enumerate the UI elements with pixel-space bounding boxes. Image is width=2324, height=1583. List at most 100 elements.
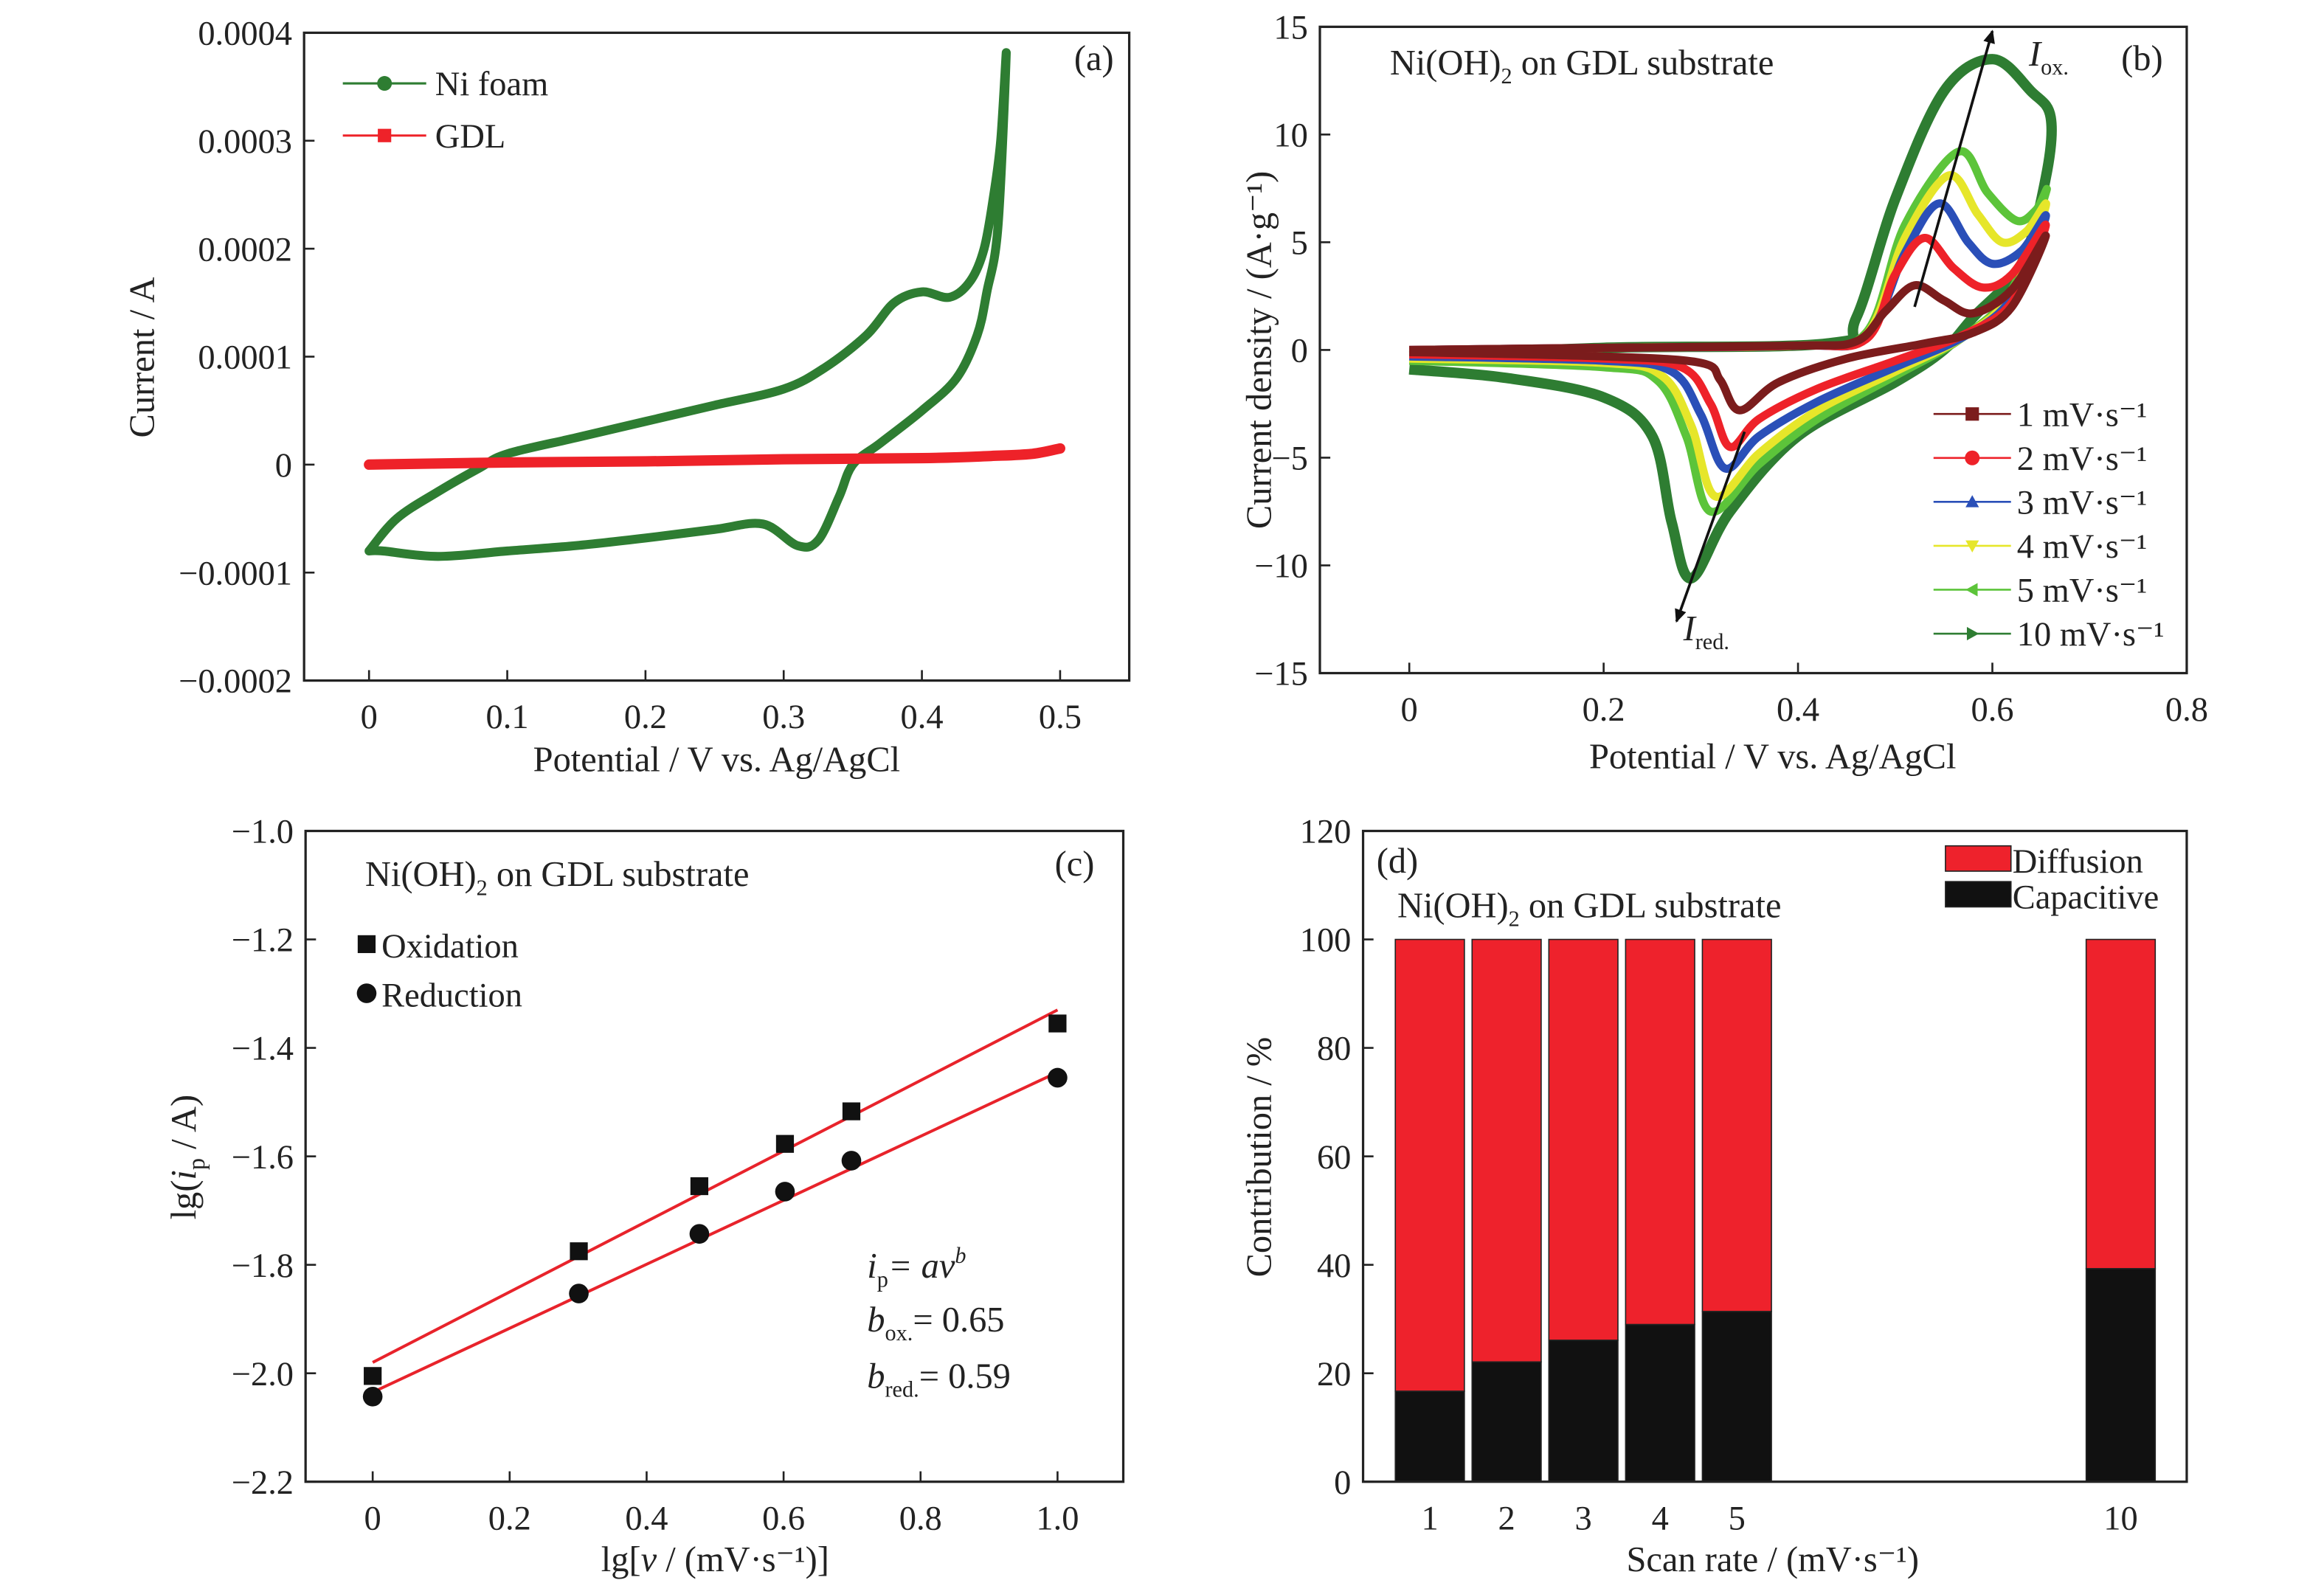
title-c: Ni(OH)2 on GDL substrate bbox=[365, 855, 750, 900]
legend-label: 2 mV·s⁻¹ bbox=[2017, 440, 2147, 478]
y-tick-label: −10 bbox=[1254, 548, 1308, 586]
legend-label: 3 mV·s⁻¹ bbox=[2017, 484, 2147, 522]
y-tick-label: 80 bbox=[1317, 1030, 1351, 1068]
x-tick-label: 0 bbox=[364, 1500, 381, 1537]
bar-diffusion-4 bbox=[1625, 938, 1695, 1326]
data-point-oxidation bbox=[775, 1135, 795, 1153]
oxidation-arrow bbox=[1913, 30, 1995, 308]
b-ox-value: box.= 0.65 bbox=[867, 1300, 1004, 1345]
curves bbox=[364, 48, 1065, 561]
x-tick-label: 1.0 bbox=[1036, 1500, 1079, 1537]
y-tick-label: 15 bbox=[1273, 9, 1307, 46]
y-tick-label: 60 bbox=[1317, 1139, 1351, 1177]
title-d: Ni(OH)2 on GDL substrate bbox=[1397, 887, 1782, 932]
legend-label: Oxidation bbox=[381, 928, 519, 966]
bar-capacitive-3 bbox=[1548, 1340, 1619, 1483]
y-tick-label: −1.8 bbox=[232, 1247, 294, 1285]
x-tick-label: 0 bbox=[361, 699, 378, 736]
data-point-reduction bbox=[775, 1182, 795, 1202]
y-tick-label: −0.0002 bbox=[179, 663, 292, 701]
series-line-1 bbox=[1409, 232, 2050, 415]
y-tick-label: 0 bbox=[1291, 333, 1308, 370]
legend-marker-triangle-left bbox=[1965, 583, 1978, 597]
y-tick-label: 10 bbox=[1273, 117, 1307, 155]
y-tick-label: −1.2 bbox=[232, 922, 294, 960]
y-tick-label: 100 bbox=[1300, 922, 1352, 960]
data-point-oxidation bbox=[364, 1367, 382, 1385]
y-tick-label: −1.0 bbox=[232, 814, 294, 851]
legend-label: Ni foam bbox=[435, 66, 548, 103]
data-point-oxidation bbox=[690, 1177, 709, 1196]
legend-swatch-diffusion bbox=[1945, 845, 2012, 872]
xlabel-c: lg[v / (mV·s⁻¹)] bbox=[601, 1540, 829, 1579]
bar-capacitive-4 bbox=[1625, 1323, 1695, 1483]
y-tick-label: 0 bbox=[1334, 1464, 1351, 1502]
i-ox-label: Iox. bbox=[2028, 35, 2069, 80]
y-tick-label: −0.0001 bbox=[179, 555, 292, 592]
x-tick-label: 2 bbox=[1498, 1500, 1515, 1537]
equation-power-law: ip= avb bbox=[867, 1243, 966, 1292]
legend-label: 1 mV·s⁻¹ bbox=[2017, 396, 2147, 434]
legend-label: 4 mV·s⁻¹ bbox=[2017, 528, 2147, 566]
legend-marker-circle bbox=[1965, 450, 1980, 465]
data-point-oxidation bbox=[842, 1102, 861, 1120]
y-tick-label: 0 bbox=[275, 447, 292, 485]
panel-b: 1 mV·s⁻¹ 2 mV·s⁻¹ 3 mV·s⁻¹ 4 mV·s⁻¹ 5 mV·s⁻¹… bbox=[1254, 9, 2208, 729]
x-tick-label: 0.1 bbox=[486, 699, 529, 736]
bar-diffusion-5 bbox=[1701, 938, 1772, 1312]
legend-label: GDL bbox=[435, 118, 505, 156]
legend-marker-circle bbox=[377, 76, 392, 91]
xlabel-d: Scan rate / (mV·s⁻¹) bbox=[1626, 1540, 1919, 1579]
b-red-value: bred.= 0.59 bbox=[867, 1357, 1011, 1402]
x-tick-label: 0.8 bbox=[899, 1500, 942, 1537]
data-point-oxidation bbox=[570, 1242, 588, 1261]
bar-capacitive-5 bbox=[1701, 1311, 1772, 1483]
legend-swatch-capacitive bbox=[1945, 881, 2012, 908]
y-tick-label: 5 bbox=[1291, 225, 1308, 263]
y-tick-label: 40 bbox=[1317, 1247, 1351, 1285]
x-tick-label: 0.4 bbox=[901, 699, 944, 736]
i-red-label: Ired. bbox=[1683, 609, 1729, 654]
y-tick-label: −2.0 bbox=[232, 1356, 294, 1393]
x-tick-label: 0.8 bbox=[2165, 691, 2208, 729]
panel-a: Ni foam GDL 0 0.1 0.2 0.3 0.4 0.5 −0.0002 −0.0001… bbox=[179, 15, 1131, 736]
x-tick-label: 3 bbox=[1575, 1500, 1592, 1537]
y-tick-label: −1.4 bbox=[232, 1030, 294, 1068]
x-tick-label: 0.6 bbox=[762, 1500, 805, 1537]
legend-marker-square bbox=[357, 935, 376, 954]
data-point-reduction bbox=[841, 1151, 862, 1171]
y-tick-label: 20 bbox=[1317, 1356, 1351, 1393]
x-tick-label: 4 bbox=[1652, 1500, 1669, 1537]
fit-line-reduction bbox=[372, 1070, 1059, 1394]
legend-marker-triangle-right bbox=[1966, 626, 1979, 641]
x-tick-label: 0.5 bbox=[1039, 699, 1082, 736]
x-tick-label: 0.4 bbox=[1777, 691, 1819, 729]
x-tick-label: 10 bbox=[2103, 1500, 2137, 1537]
legend-label: 5 mV·s⁻¹ bbox=[2017, 572, 2147, 610]
panel-label-b: (b) bbox=[2121, 39, 2162, 78]
data-point-reduction bbox=[362, 1386, 383, 1407]
y-tick-label: 0.0002 bbox=[198, 231, 292, 269]
ylabel-c: lg(ip / A) bbox=[165, 1095, 210, 1220]
data-point-reduction bbox=[689, 1224, 710, 1244]
legend-marker-triangle-up bbox=[1965, 495, 1979, 508]
x-tick-label: 0.2 bbox=[1583, 691, 1625, 729]
x-tick-label: 1 bbox=[1421, 1500, 1438, 1537]
legend-label: 10 mV·s⁻¹ bbox=[2017, 616, 2165, 654]
xlabel-a: Potential / V vs. Ag/AgCl bbox=[533, 741, 900, 780]
ylabel-b: Current density / (A·g⁻¹) bbox=[1239, 171, 1279, 529]
curves bbox=[1408, 54, 2057, 584]
fit-line-oxidation bbox=[372, 1008, 1059, 1364]
series-line-ni-foam bbox=[364, 48, 1011, 561]
panel-label-c: (c) bbox=[1055, 845, 1095, 884]
x-tick-label: 0 bbox=[1401, 691, 1418, 729]
series-line-gdl bbox=[364, 443, 1065, 470]
y-tick-label: 120 bbox=[1300, 814, 1352, 851]
bar-diffusion-1 bbox=[1394, 938, 1465, 1392]
ylabel-a: Current / A bbox=[122, 277, 162, 438]
y-tick-label: 0.0003 bbox=[198, 123, 292, 161]
legend-marker-square bbox=[1965, 407, 1979, 421]
y-tick-label: 0.0004 bbox=[198, 15, 292, 53]
